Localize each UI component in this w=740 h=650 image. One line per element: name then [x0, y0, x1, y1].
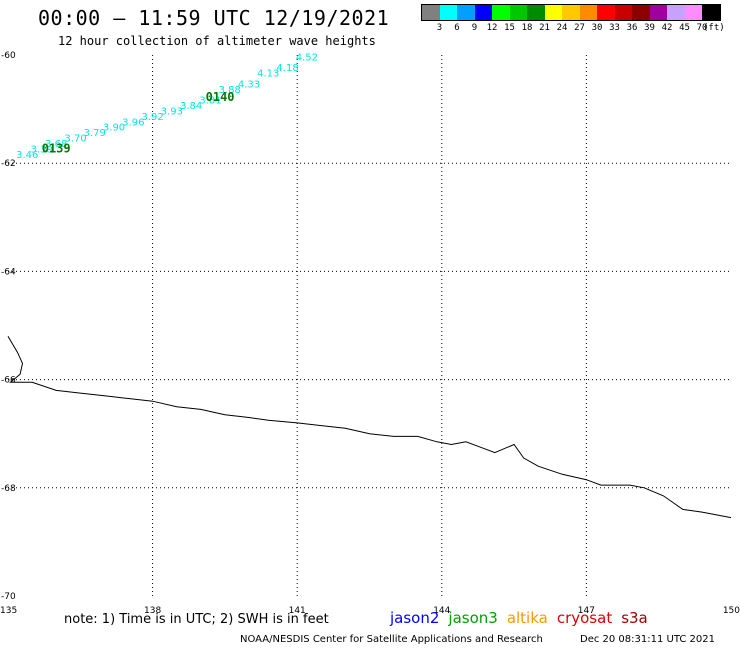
lon-tick-label: 144	[433, 606, 450, 616]
lon-tick-label: 138	[144, 606, 161, 616]
swh-value: 4.33	[238, 79, 260, 90]
legend-label: 70	[696, 23, 708, 33]
swh-value: 3.39	[31, 144, 53, 155]
legend-swatches	[421, 4, 721, 21]
legend-swatch	[597, 5, 615, 20]
legend-swatch	[544, 5, 562, 20]
footer-timestamp: Dec 20 08:31:11 UTC 2021	[580, 634, 715, 645]
track-time-label: 0140	[206, 90, 235, 104]
satellite-name: s3a	[621, 609, 648, 627]
chart-subtitle: 12 hour collection of altimeter wave hei…	[58, 34, 376, 48]
legend-swatch	[667, 5, 685, 20]
coastline	[7, 336, 732, 519]
satellite-name: cryosat	[556, 609, 613, 627]
swh-value: 4.18	[276, 63, 298, 74]
legend-label: 15	[504, 23, 515, 33]
legend-unit: (ft)	[703, 23, 725, 33]
legend-label: 45	[679, 23, 690, 33]
legend-label: 39	[644, 23, 655, 33]
swh-value: 4.13	[257, 69, 279, 80]
lon-tick-label: 141	[289, 606, 306, 616]
legend-swatch	[422, 5, 440, 20]
legend-label: 30	[591, 23, 603, 33]
swh-value: 3.70	[64, 134, 86, 145]
swh-value: 3.84	[180, 101, 202, 112]
legend-label: 27	[574, 23, 585, 33]
legend-label: 6	[454, 23, 460, 33]
legend-label: 12	[486, 23, 498, 33]
lat-tick-label: -64	[1, 267, 16, 277]
legend-label: 9	[471, 23, 478, 33]
legend-swatch	[614, 5, 632, 20]
legend-swatch	[702, 5, 720, 20]
lat-tick-label: -66	[1, 376, 16, 386]
legend-swatch	[649, 5, 667, 20]
swh-value: 3.46	[16, 150, 38, 161]
legend-swatch	[457, 5, 475, 20]
chart-title: 00:00 – 11:59 UTC 12/19/2021	[38, 6, 390, 30]
lat-tick-label: -60	[1, 51, 16, 61]
legend-swatch	[439, 5, 457, 20]
lat-tick-label: -62	[1, 159, 16, 169]
legend-labels: 3 6 9 12 15 18 21 24 27 30 33 36 39 42 45 70 (ft)	[421, 21, 725, 35]
lat-tick-label: -70	[1, 592, 16, 602]
legend-swatch	[684, 5, 702, 20]
legend-label: 21	[539, 23, 550, 33]
footer-credit: NOAA/NESDIS Center for Satellite Applica…	[240, 634, 543, 645]
legend-swatch	[632, 5, 650, 20]
swh-value: 3.68	[45, 139, 67, 150]
swh-value: 3.79	[84, 128, 106, 139]
satellite-name: altika	[506, 609, 548, 627]
legend-label: 3	[436, 23, 443, 33]
swh-value: 3.90	[103, 123, 125, 134]
lon-tick-label: 135	[0, 606, 17, 616]
legend-swatch	[474, 5, 492, 20]
satellite-name: jason2	[390, 609, 440, 627]
footer-note: note: 1) Time is in UTC; 2) SWH is in fe…	[64, 612, 329, 627]
swh-value: 3.92	[141, 112, 163, 123]
lat-tick-label: -68	[1, 484, 16, 494]
legend-swatch	[527, 5, 545, 20]
legend-swatch	[509, 5, 527, 20]
swh-value: 3.93	[161, 107, 183, 118]
color-legend: 3 6 9 12 15 18 21 24 27 30 33 36 39 42 45 70 (ft)	[421, 4, 725, 35]
legend-label: 36	[626, 23, 638, 33]
track-time-label: 0139	[42, 141, 71, 155]
legend-label: 18	[521, 23, 533, 33]
lon-tick-label: 150	[723, 606, 740, 616]
swh-value: 3.81	[199, 96, 221, 107]
legend-swatch	[492, 5, 510, 20]
swh-value: 4.52	[296, 52, 318, 63]
legend-label: 42	[661, 23, 673, 33]
legend-label: 24	[556, 23, 568, 33]
legend-label: 33	[609, 23, 620, 33]
satellite-name: jason3	[448, 609, 498, 627]
satellite-legend: jason2 jason3 altika cryosat s3a	[390, 609, 657, 627]
swh-value: 3.88	[219, 85, 241, 96]
lon-tick-label: 147	[578, 606, 595, 616]
legend-swatch	[579, 5, 597, 20]
swh-value: 3.96	[122, 117, 144, 128]
legend-swatch	[562, 5, 580, 20]
